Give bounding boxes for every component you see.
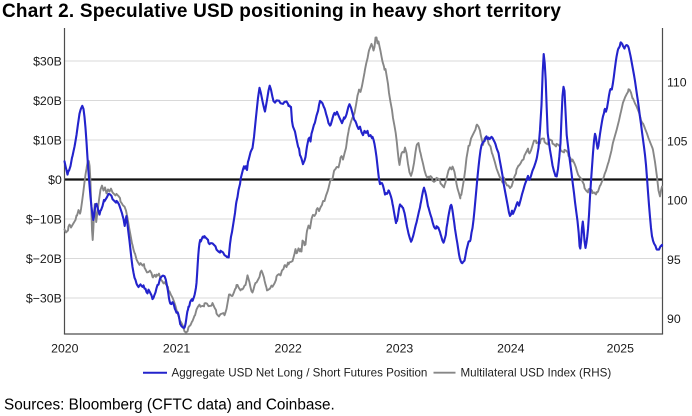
svg-text:2023: 2023 (386, 342, 414, 356)
svg-text:$30B: $30B (33, 55, 62, 69)
svg-text:Chart 2. Speculative USD posit: Chart 2. Speculative USD positioning in … (2, 1, 561, 22)
svg-text:Sources: Bloomberg (CFTC data): Sources: Bloomberg (CFTC data) and Coinb… (4, 397, 335, 414)
svg-text:2024: 2024 (497, 342, 525, 356)
svg-text:$20B: $20B (33, 94, 62, 108)
svg-text:$10B: $10B (33, 134, 62, 148)
svg-text:110: 110 (667, 76, 687, 90)
svg-text:$−20B: $−20B (26, 252, 62, 266)
svg-text:$−30B: $−30B (26, 292, 62, 306)
svg-text:Multilateral USD Index (RHS): Multilateral USD Index (RHS) (461, 367, 612, 380)
svg-text:2020: 2020 (51, 342, 79, 356)
svg-text:100: 100 (667, 194, 688, 208)
svg-text:$−10B: $−10B (26, 213, 62, 227)
svg-text:2022: 2022 (275, 342, 303, 356)
svg-text:95: 95 (667, 253, 681, 267)
svg-text:2025: 2025 (607, 342, 635, 356)
svg-text:$0: $0 (48, 173, 62, 187)
svg-text:Aggregate USD Net Long / Short: Aggregate USD Net Long / Short Futures P… (172, 367, 428, 380)
svg-text:2021: 2021 (163, 342, 191, 356)
svg-text:105: 105 (667, 135, 688, 149)
svg-text:90: 90 (667, 312, 681, 326)
